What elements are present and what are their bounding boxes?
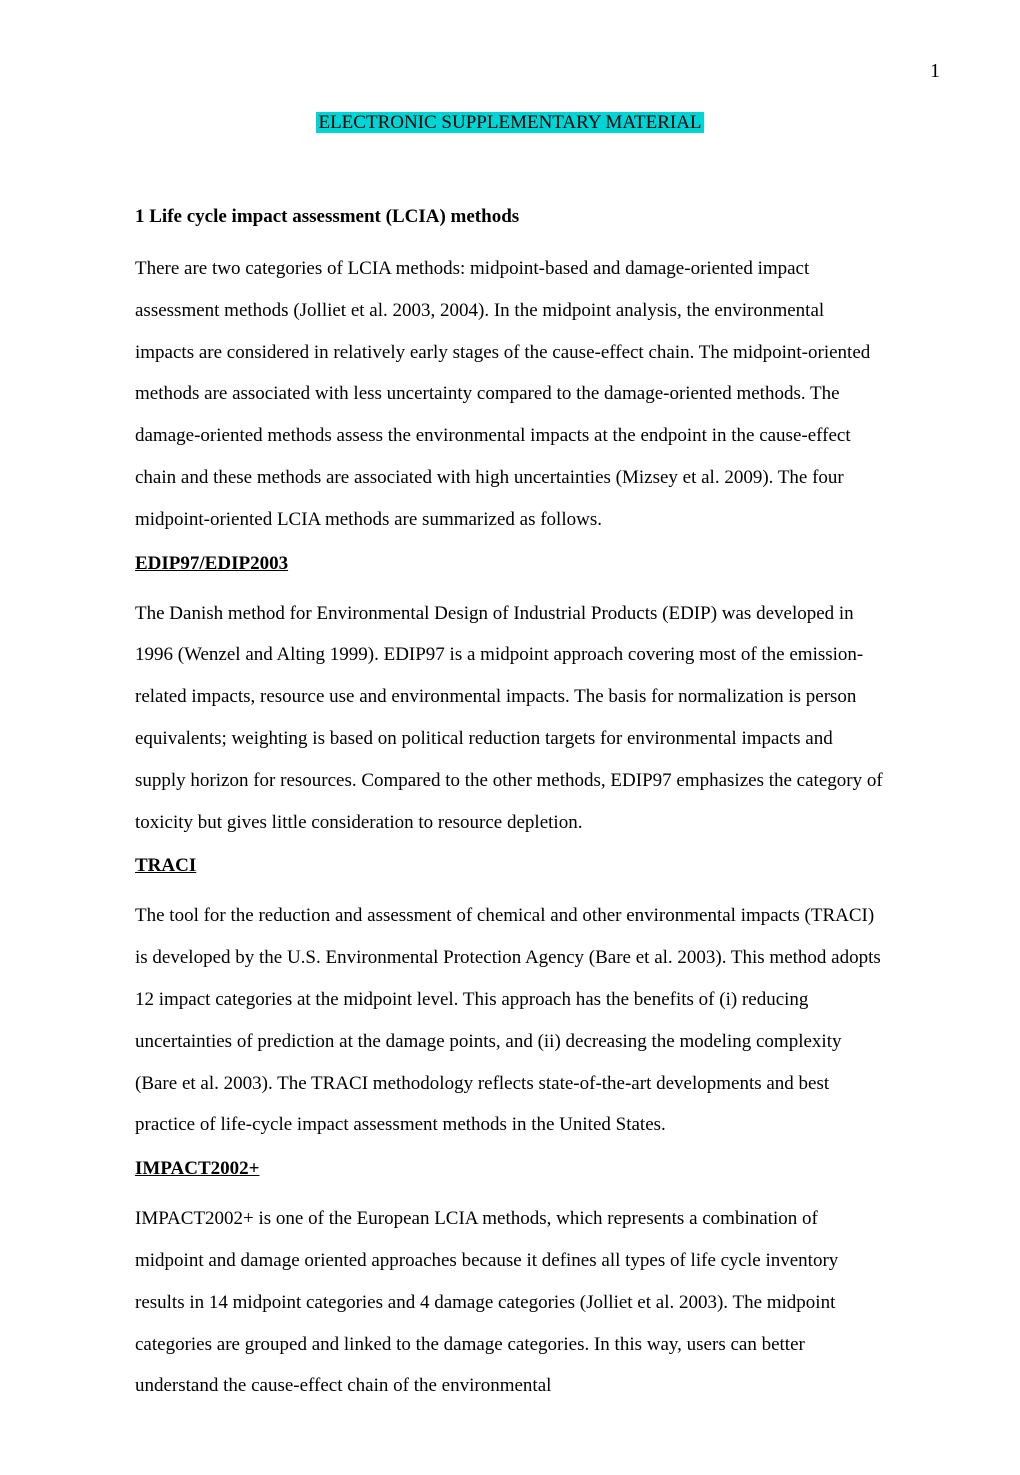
impact-text: IMPACT2002+ is one of the European LCIA … bbox=[135, 1198, 885, 1407]
section-1-heading: 1 Life cycle impact assessment (LCIA) me… bbox=[135, 206, 885, 228]
document-title: ELECTRONIC SUPPLEMENTARY MATERIAL bbox=[316, 112, 703, 133]
impact-heading: IMPACT2002+ bbox=[135, 1158, 885, 1180]
traci-text: The tool for the reduction and assessmen… bbox=[135, 895, 885, 1146]
page-number: 1 bbox=[930, 60, 940, 83]
title-container: ELECTRONIC SUPPLEMENTARY MATERIAL bbox=[135, 112, 885, 134]
section-1-intro: There are two categories of LCIA methods… bbox=[135, 248, 885, 541]
edip-heading: EDIP97/EDIP2003 bbox=[135, 553, 885, 575]
traci-heading: TRACI bbox=[135, 855, 885, 877]
page-content: ELECTRONIC SUPPLEMENTARY MATERIAL 1 Life… bbox=[0, 0, 1020, 1475]
edip-text: The Danish method for Environmental Desi… bbox=[135, 593, 885, 844]
